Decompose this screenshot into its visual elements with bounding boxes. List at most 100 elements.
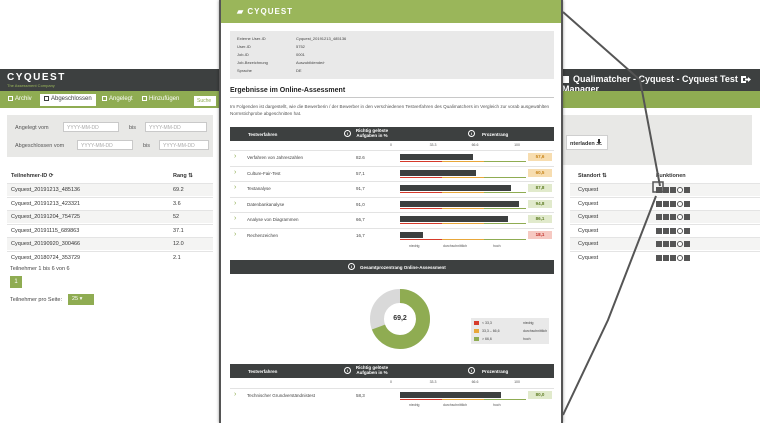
tab-angelegt[interactable]: Angelegt <box>98 94 137 106</box>
test-result-row[interactable]: › Datenbankanalyse 91,0 94,8 <box>230 196 554 210</box>
created-from-input[interactable]: YYYY-MM-DD <box>63 122 119 132</box>
info-icon[interactable]: i <box>344 130 351 137</box>
mail-icon[interactable] <box>684 241 690 247</box>
search-tab[interactable]: Suche <box>194 96 216 106</box>
download-button[interactable]: nterladen <box>566 135 608 150</box>
table-row-right: Cyquest <box>570 196 760 210</box>
tab-hinzufuegen[interactable]: Hinzufügen <box>138 94 183 106</box>
percentile-bar <box>400 154 473 160</box>
participant-location: Cyquest <box>578 187 599 193</box>
participant-id: Cyquest_20180724_353729 <box>11 254 81 261</box>
chevron-right-icon[interactable]: › <box>234 184 237 191</box>
delete-icon[interactable] <box>670 241 676 247</box>
band-mid <box>442 399 484 400</box>
table-row[interactable]: Cyquest_20190920_300466 12.0 <box>7 237 213 250</box>
test-result-row[interactable]: › Technischer Grundverständnistest 58,3 80,… <box>230 388 554 401</box>
edit-icon[interactable] <box>663 187 669 193</box>
legend-label: niedrig <box>523 321 534 325</box>
test-percentile-value: 18,1 <box>528 230 552 239</box>
info-icon[interactable]: i <box>348 263 355 270</box>
table-row[interactable]: Cyquest_20191204_754725 52 <box>7 210 213 223</box>
edit-icon[interactable] <box>663 200 669 207</box>
table-row[interactable]: Cyquest_20191213_423321 3.6 <box>7 196 213 210</box>
delete-icon[interactable] <box>670 227 676 234</box>
percentile-bar <box>400 185 511 191</box>
legend-item: < 33,3 <box>474 321 492 325</box>
band-mid <box>442 192 484 193</box>
info-icon[interactable] <box>677 241 683 247</box>
delete-icon[interactable] <box>670 214 676 220</box>
info-icon[interactable] <box>677 200 683 207</box>
mail-icon[interactable] <box>684 214 690 220</box>
info-icon[interactable] <box>677 187 683 193</box>
band-high <box>484 223 526 224</box>
column-header-id[interactable]: Teilnehmer-ID ⟳ <box>11 173 54 179</box>
chevron-right-icon[interactable]: › <box>234 199 237 207</box>
header-tests: Testverfahren <box>248 369 278 374</box>
chevron-right-icon[interactable]: › <box>234 230 237 238</box>
delete-icon[interactable] <box>670 187 676 193</box>
test-result-row[interactable]: › Analyse von Diagrammen 66,7 86,1 <box>230 212 554 225</box>
table-row[interactable]: Cyquest_20191213_485136 69.2 <box>7 183 213 196</box>
edit-icon[interactable] <box>663 227 669 234</box>
test-result-row[interactable]: › Textanalyse 91,7 87,8 <box>230 181 554 194</box>
test-result-row[interactable]: › Verfahren von Jahreszahlen 82.6 57,6 <box>230 150 554 163</box>
logout-icon[interactable] <box>741 75 751 84</box>
chevron-right-icon[interactable]: › <box>234 153 237 160</box>
row-function-icons <box>656 214 691 221</box>
test-correct-pct: 16,7 <box>356 232 365 238</box>
created-to-input[interactable]: YYYY-MM-DD <box>145 122 207 132</box>
report-icon[interactable] <box>656 227 662 234</box>
delete-icon[interactable] <box>670 200 676 207</box>
completed-to-label: bis <box>143 143 151 149</box>
band-high <box>484 176 526 178</box>
tab-archiv[interactable]: Archiv <box>4 94 36 106</box>
info-icon[interactable] <box>677 227 683 234</box>
table-row[interactable]: Cyquest_20180724_353729 2.1 <box>7 250 213 264</box>
band-low <box>400 192 442 193</box>
info-icon[interactable] <box>677 254 683 261</box>
per-page-select[interactable]: 25 ▾ <box>68 294 94 305</box>
info-icon[interactable]: i <box>468 367 475 374</box>
mail-icon[interactable] <box>684 200 690 207</box>
tab-abgeschlossen[interactable]: Abgeschlossen <box>40 94 96 106</box>
download-icon <box>596 139 603 145</box>
test-result-row[interactable]: › Rechenzeichen 16,7 18,1 <box>230 227 554 241</box>
info-icon[interactable] <box>677 214 683 220</box>
delete-icon[interactable] <box>670 254 676 261</box>
row-function-icons <box>656 227 691 235</box>
meta-value: 5752 <box>296 44 305 49</box>
info-icon[interactable]: i <box>468 130 475 137</box>
test-result-row[interactable]: › Culture-Fair-Test 57,1 60,5 <box>230 165 554 179</box>
edit-icon[interactable] <box>663 214 669 220</box>
chevron-right-icon[interactable]: › <box>234 168 237 176</box>
result-count: Teilnehmer 1 bis 6 von 6 <box>10 266 70 272</box>
edit-icon[interactable] <box>663 254 669 261</box>
app-logo-subtitle: The Assessment Company <box>7 83 55 88</box>
band-mid <box>442 223 484 224</box>
table-row[interactable]: Cyquest_20191115_689863 37.1 <box>7 223 213 237</box>
pagination-page-1[interactable]: 1 <box>10 276 22 288</box>
report-icon[interactable] <box>656 241 662 247</box>
completed-to-input[interactable]: YYYY-MM-DD <box>159 140 209 150</box>
axis-tick-label: 66.6 <box>471 143 479 147</box>
info-icon[interactable]: i <box>344 367 351 374</box>
mail-icon[interactable] <box>684 187 690 193</box>
completed-from-input[interactable]: YYYY-MM-DD <box>77 140 133 150</box>
column-header-rank[interactable]: Rang ⇅ <box>173 173 193 179</box>
mail-icon[interactable] <box>684 254 690 261</box>
mail-icon[interactable] <box>684 227 690 234</box>
edit-icon[interactable] <box>663 241 669 247</box>
chevron-right-icon[interactable]: › <box>234 215 237 222</box>
chevron-right-icon[interactable]: › <box>234 391 237 398</box>
report-icon[interactable] <box>656 214 662 220</box>
header-correct-pct: Richtig gelöste Aufgaben in % <box>355 128 389 138</box>
report-icon[interactable] <box>656 254 662 261</box>
percentile-bar-track <box>400 154 526 162</box>
report-icon[interactable] <box>656 187 662 193</box>
column-header-location[interactable]: Standort ⇅ <box>578 173 607 179</box>
donut-center <box>385 304 415 334</box>
percentile-axis: 0 33.3 66.6 100 <box>390 143 547 149</box>
report-icon[interactable] <box>656 200 662 207</box>
download-label: nterladen <box>570 141 595 147</box>
